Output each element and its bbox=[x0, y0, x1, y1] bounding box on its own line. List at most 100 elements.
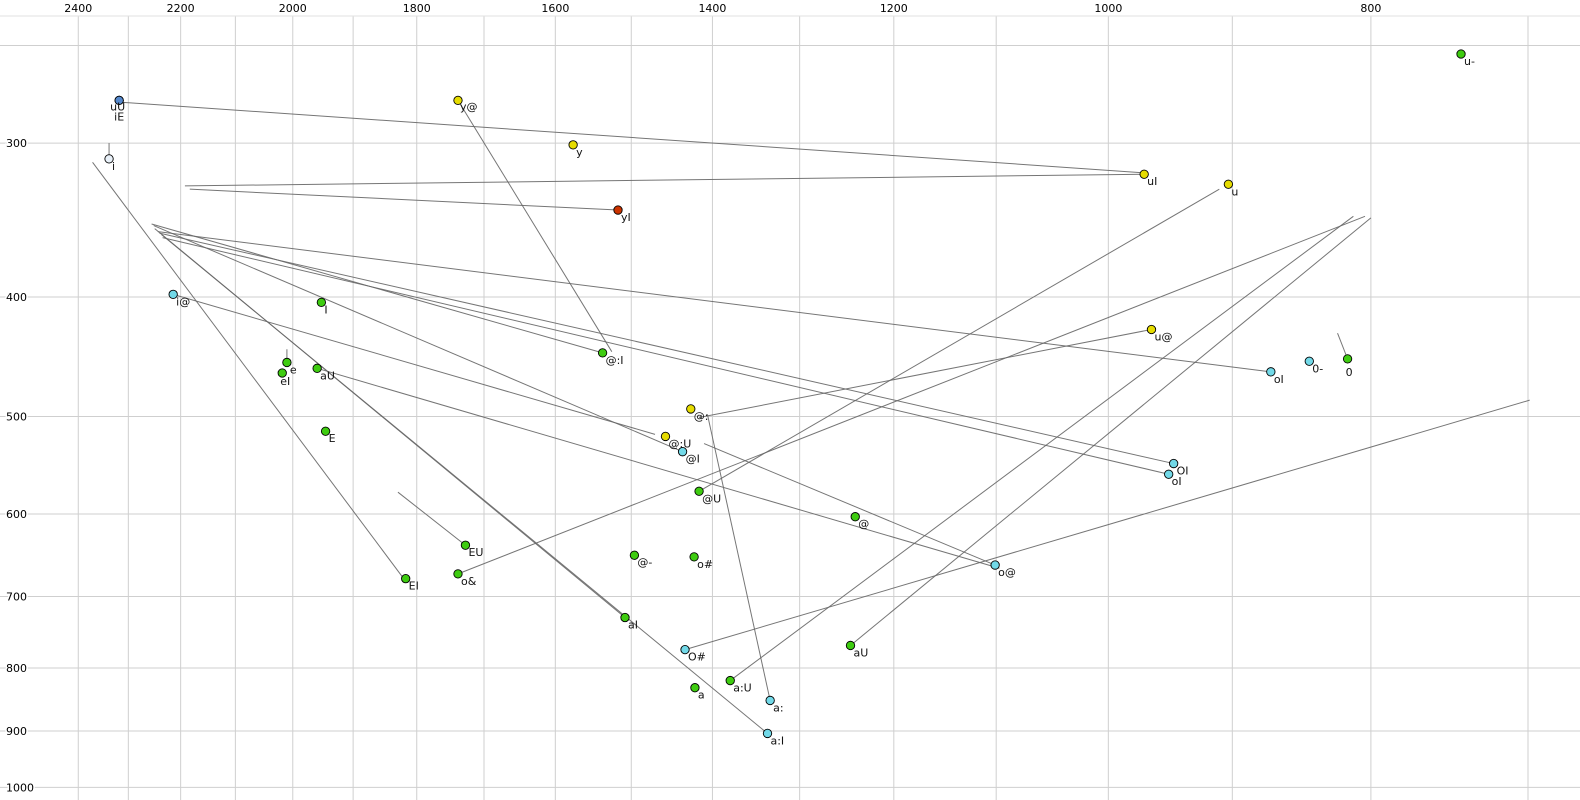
vowel-label: eI bbox=[280, 375, 290, 388]
vowel-label: u- bbox=[1464, 55, 1475, 68]
vowel-label: @- bbox=[637, 556, 652, 569]
vowel-label: a:U bbox=[733, 682, 752, 695]
vowel-label: @: bbox=[694, 410, 709, 423]
x-axis-tick-label: 1600 bbox=[541, 2, 569, 15]
vowel-point-i@[interactable] bbox=[168, 289, 178, 299]
vowel-label: uI bbox=[1147, 175, 1157, 188]
vowel-label: @U bbox=[702, 492, 721, 505]
vowel-point-u-[interactable] bbox=[1456, 49, 1466, 59]
vowel-point-a[interactable] bbox=[690, 683, 700, 693]
trajectory-line bbox=[157, 231, 1271, 373]
trajectory-line bbox=[457, 100, 613, 352]
vowel-label: OI bbox=[1177, 465, 1189, 478]
trajectory-line bbox=[173, 293, 656, 435]
vowel-point-y[interactable] bbox=[568, 140, 578, 150]
vowel-point-@:I[interactable] bbox=[597, 348, 608, 358]
vowel-point-@I[interactable] bbox=[677, 447, 688, 457]
x-axis-tick-label: 800 bbox=[1360, 2, 1381, 15]
vowel-label: o# bbox=[697, 558, 713, 571]
vowel-point-0-[interactable] bbox=[1304, 356, 1314, 366]
vowel-label: @:U bbox=[668, 437, 691, 450]
vowel-label: 0- bbox=[1312, 362, 1323, 375]
vowel-label: EU bbox=[468, 546, 483, 559]
vowel-point-o@[interactable] bbox=[990, 560, 1000, 570]
trajectory-line bbox=[153, 225, 683, 453]
vowel-point-a:[interactable] bbox=[765, 695, 775, 706]
trajectory-line bbox=[684, 399, 1530, 651]
vowel-label: uU bbox=[110, 100, 125, 113]
y-axis-tick-label: 1000 bbox=[6, 781, 34, 794]
trajectory-line bbox=[189, 188, 619, 211]
x-axis-tick-label: 1400 bbox=[698, 2, 726, 15]
trajectory-line bbox=[698, 328, 1152, 419]
vowel-point-E[interactable] bbox=[320, 426, 331, 436]
vowel-label: O# bbox=[688, 651, 706, 664]
vowel-point-o#[interactable] bbox=[689, 552, 699, 562]
vowel-point-iE[interactable] bbox=[114, 95, 124, 106]
vowel-label: o@ bbox=[998, 566, 1016, 579]
x-axis-tick-label: 1200 bbox=[880, 2, 908, 15]
vowel-label: iE bbox=[114, 110, 124, 123]
vowel-label: i@ bbox=[176, 295, 190, 308]
vowel-point-eI[interactable] bbox=[277, 368, 287, 378]
trajectory-line bbox=[706, 414, 771, 701]
vowel-label: o& bbox=[461, 575, 477, 588]
trajectory-line bbox=[161, 234, 768, 734]
vowel-point-0[interactable] bbox=[1342, 354, 1353, 364]
vowel-point-u@[interactable] bbox=[1146, 324, 1157, 335]
vowel-label: y@ bbox=[460, 100, 478, 113]
vowel-point-@[interactable] bbox=[850, 512, 860, 522]
vowel-point-e[interactable] bbox=[282, 357, 292, 368]
vowel-point-@:U[interactable] bbox=[660, 431, 671, 442]
vowel-point-I[interactable] bbox=[316, 297, 327, 308]
trajectory-line bbox=[457, 215, 1366, 575]
trajectory-line bbox=[159, 232, 1174, 465]
vowel-point-EI[interactable] bbox=[401, 574, 411, 584]
vowel-point-uI[interactable] bbox=[1139, 169, 1149, 179]
y-axis-tick-label: 500 bbox=[6, 410, 27, 423]
trajectory-line bbox=[698, 188, 1220, 492]
vowel-point-aI[interactable] bbox=[620, 612, 630, 623]
vowel-point-o&[interactable] bbox=[453, 569, 463, 579]
vowel-point-O#[interactable] bbox=[680, 644, 690, 655]
trajectory-line bbox=[703, 443, 996, 566]
vowel-label: oI bbox=[1274, 373, 1284, 386]
vowel-point-aU[interactable] bbox=[312, 363, 322, 373]
vowel-label: 0 bbox=[1346, 366, 1353, 379]
vowel-label: a: bbox=[773, 701, 783, 714]
vowel-point-i[interactable] bbox=[104, 154, 114, 164]
vowel-label: a:I bbox=[770, 734, 784, 747]
vowel-point-a:U[interactable] bbox=[725, 675, 735, 686]
y-axis-tick-label: 800 bbox=[6, 662, 27, 675]
vowel-label: aI bbox=[628, 619, 638, 632]
vowel-label: @ bbox=[858, 518, 869, 531]
vowel-point-aU[interactable] bbox=[845, 640, 856, 651]
vowel-point-@:[interactable] bbox=[686, 404, 696, 414]
vowel-label: @:I bbox=[606, 354, 624, 367]
vowel-point-@U[interactable] bbox=[694, 486, 704, 496]
y-axis-tick-label: 900 bbox=[6, 725, 27, 738]
vowel-label: u@ bbox=[1154, 330, 1172, 343]
vowel-point-@-[interactable] bbox=[629, 550, 640, 560]
vowel-point-y@[interactable] bbox=[453, 95, 463, 106]
vowel-label: aU bbox=[854, 646, 869, 659]
vowel-point-oI[interactable] bbox=[1266, 367, 1276, 377]
vowel-label: oI bbox=[1172, 475, 1182, 488]
vowel-point-yI[interactable] bbox=[613, 205, 623, 215]
trajectory-line bbox=[729, 215, 1354, 681]
y-axis-tick-label: 400 bbox=[6, 291, 27, 304]
y-axis-tick-label: 700 bbox=[6, 591, 27, 604]
vowel-point-EU[interactable] bbox=[460, 540, 471, 550]
x-axis-tick-label: 2000 bbox=[279, 2, 307, 15]
vowel-point-OI[interactable] bbox=[1169, 458, 1179, 469]
vowel-point-a:I[interactable] bbox=[762, 728, 773, 739]
x-axis-tick-label: 1800 bbox=[403, 2, 431, 15]
vowel-label: i bbox=[112, 160, 115, 173]
vowel-label: u bbox=[1231, 185, 1238, 198]
vowel-point-oI[interactable] bbox=[1164, 469, 1174, 479]
trajectory-line bbox=[317, 367, 1000, 569]
vowel-point-u[interactable] bbox=[1223, 179, 1234, 189]
vowel-label: e bbox=[290, 363, 297, 376]
